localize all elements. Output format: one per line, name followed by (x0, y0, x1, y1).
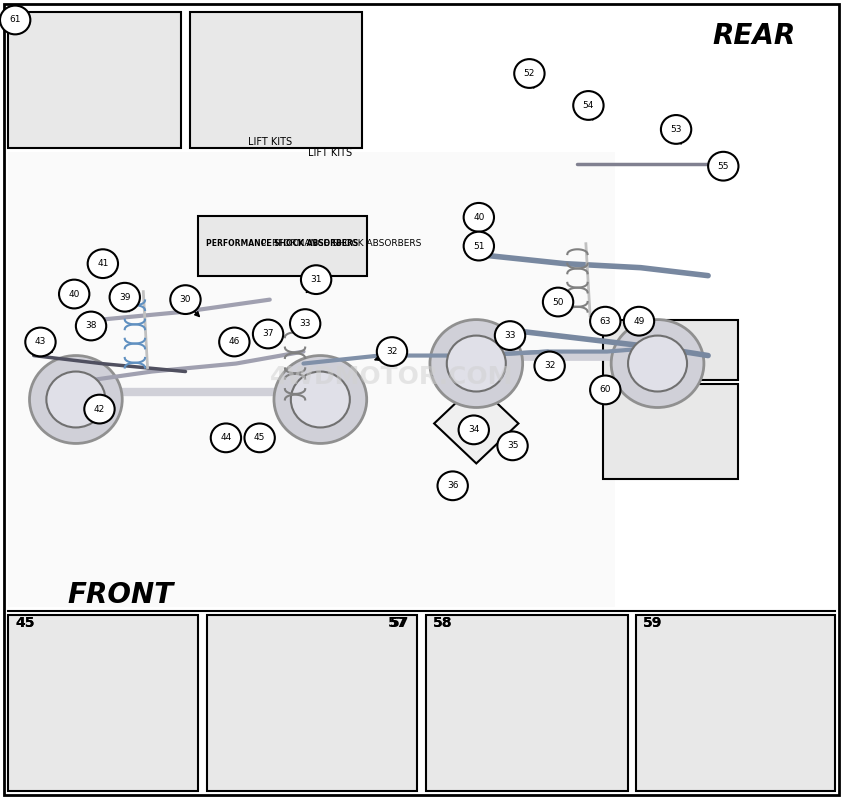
Circle shape (290, 309, 320, 338)
Text: 58: 58 (432, 616, 452, 630)
Text: PERFORMANCE SHOCK ABSORBERS: PERFORMANCE SHOCK ABSORBERS (261, 239, 422, 248)
Text: 32: 32 (386, 347, 398, 356)
Circle shape (624, 307, 654, 336)
Bar (636, 615, 835, 791)
Circle shape (25, 328, 56, 356)
Text: 58: 58 (432, 616, 452, 630)
Text: 33: 33 (299, 319, 311, 328)
Circle shape (253, 320, 283, 348)
Circle shape (661, 115, 691, 144)
Text: 51: 51 (473, 241, 485, 251)
Bar (603, 384, 738, 479)
Circle shape (497, 431, 528, 460)
Text: 4WDMOTOR.COM: 4WDMOTOR.COM (270, 364, 513, 388)
Circle shape (708, 152, 738, 181)
Circle shape (76, 312, 106, 340)
Text: 52: 52 (524, 69, 535, 78)
Text: 57: 57 (389, 616, 409, 630)
Text: 33: 33 (504, 331, 516, 340)
Text: 45: 45 (15, 616, 35, 630)
Text: 46: 46 (228, 337, 240, 347)
Circle shape (291, 372, 350, 427)
Text: 55: 55 (717, 161, 729, 171)
Circle shape (219, 328, 250, 356)
Circle shape (274, 356, 367, 443)
Text: 53: 53 (670, 125, 682, 134)
Circle shape (514, 59, 545, 88)
Circle shape (495, 321, 525, 350)
Text: 32: 32 (544, 361, 556, 371)
Bar (198, 216, 367, 276)
Text: 39: 39 (119, 292, 131, 302)
Circle shape (459, 415, 489, 444)
Text: 60: 60 (599, 385, 611, 395)
Circle shape (628, 336, 687, 392)
Text: 40: 40 (473, 213, 485, 222)
Circle shape (464, 232, 494, 260)
Circle shape (447, 336, 506, 392)
Circle shape (301, 265, 331, 294)
Circle shape (211, 423, 241, 452)
Circle shape (88, 249, 118, 278)
Text: 38: 38 (85, 321, 97, 331)
Circle shape (84, 395, 115, 423)
Text: 36: 36 (447, 481, 459, 491)
Circle shape (534, 352, 565, 380)
Text: 49: 49 (633, 316, 645, 326)
Bar (8, 152, 615, 607)
Text: 34: 34 (468, 425, 480, 435)
Text: FRONT: FRONT (67, 581, 174, 610)
Text: 43: 43 (35, 337, 46, 347)
Text: 42: 42 (94, 404, 105, 414)
Circle shape (170, 285, 201, 314)
Circle shape (543, 288, 573, 316)
Text: LIFT KITS: LIFT KITS (248, 137, 292, 147)
Circle shape (430, 320, 523, 407)
Text: 35: 35 (507, 441, 518, 451)
Bar (8, 615, 198, 791)
Text: 61: 61 (9, 15, 21, 25)
Circle shape (46, 372, 105, 427)
Circle shape (611, 320, 704, 407)
Text: 44: 44 (220, 433, 232, 443)
Text: 30: 30 (180, 295, 191, 304)
Circle shape (30, 356, 122, 443)
Text: 45: 45 (15, 616, 35, 630)
Text: 40: 40 (68, 289, 80, 299)
Bar (190, 12, 362, 148)
Bar (426, 615, 628, 791)
Circle shape (590, 376, 620, 404)
Text: 54: 54 (583, 101, 594, 110)
Text: 37: 37 (262, 329, 274, 339)
Circle shape (0, 6, 30, 34)
Circle shape (110, 283, 140, 312)
Bar (603, 320, 738, 380)
Text: 63: 63 (599, 316, 611, 326)
Text: LIFT KITS: LIFT KITS (308, 149, 352, 158)
Circle shape (573, 91, 604, 120)
Circle shape (590, 307, 620, 336)
Circle shape (377, 337, 407, 366)
Bar (8, 12, 181, 148)
Circle shape (59, 280, 89, 308)
Circle shape (438, 471, 468, 500)
Circle shape (244, 423, 275, 452)
Text: REAR: REAR (712, 22, 796, 50)
Text: 45: 45 (254, 433, 266, 443)
Text: 31: 31 (310, 275, 322, 284)
Text: 57: 57 (388, 616, 407, 630)
Text: 59: 59 (643, 616, 663, 630)
Circle shape (464, 203, 494, 232)
Bar (207, 615, 417, 791)
Text: 50: 50 (552, 297, 564, 307)
Text: PERFORMANCE SHOCK ABSORBERS: PERFORMANCE SHOCK ABSORBERS (207, 239, 358, 248)
Polygon shape (434, 384, 518, 463)
Text: 41: 41 (97, 259, 109, 268)
Text: 59: 59 (643, 616, 663, 630)
